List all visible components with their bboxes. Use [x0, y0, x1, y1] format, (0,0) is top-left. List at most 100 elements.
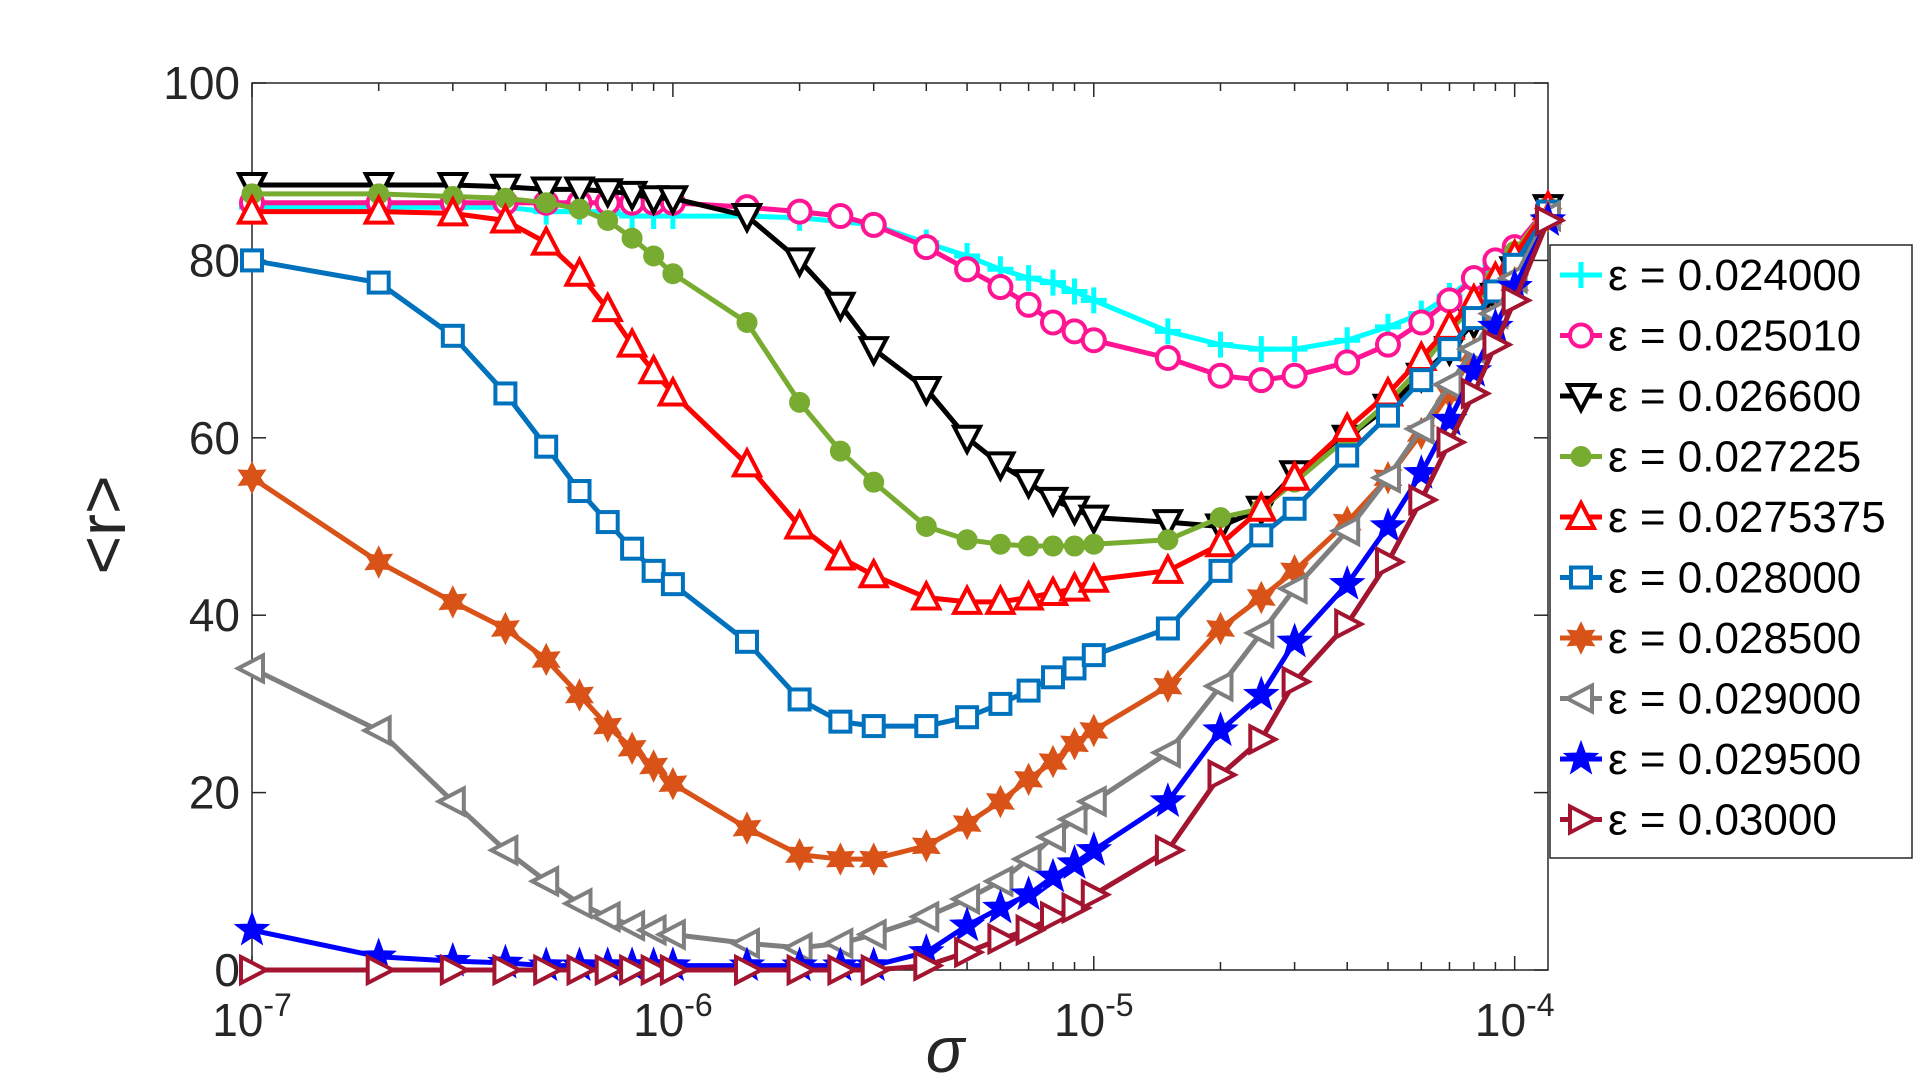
data-point — [1282, 496, 1307, 521]
data-point — [1276, 572, 1308, 605]
data-point — [1374, 331, 1401, 358]
data-point — [950, 424, 984, 457]
data-point — [434, 785, 466, 818]
data-point — [1153, 669, 1183, 703]
legend-entry: ε = 0.0275375 — [1560, 493, 1886, 542]
data-point — [1018, 535, 1040, 557]
data-point — [1431, 368, 1463, 401]
y-tick-label: 40 — [189, 589, 240, 641]
x-axis-label: σ — [926, 1014, 967, 1083]
data-point — [615, 180, 649, 213]
legend-entry: ε = 0.03000 — [1560, 796, 1837, 845]
data-point — [786, 198, 813, 225]
data-point — [915, 516, 937, 537]
y-tick-label: 80 — [189, 234, 240, 286]
data-point — [914, 714, 939, 739]
data-point — [1207, 758, 1239, 792]
data-point — [1080, 327, 1107, 354]
data-point — [656, 185, 690, 217]
legend-label: ε = 0.028500 — [1608, 614, 1861, 663]
data-point — [1248, 336, 1275, 363]
data-point — [640, 953, 672, 987]
data-point — [529, 224, 563, 256]
data-point — [589, 900, 621, 934]
series-layer — [233, 172, 1567, 987]
legend: ε = 0.024000 ε = 0.025010 ε = 0.026600 ε = … — [1549, 244, 1913, 859]
data-point — [783, 508, 816, 540]
data-point — [857, 556, 891, 589]
data-point — [436, 195, 470, 227]
data-point — [569, 198, 591, 220]
data-point — [233, 652, 265, 685]
data-point — [1278, 459, 1311, 491]
data-point — [1075, 831, 1113, 866]
data-point — [365, 953, 398, 987]
data-point — [824, 539, 857, 571]
data-point — [1402, 412, 1435, 446]
data-point — [1079, 713, 1109, 748]
data-point — [1064, 535, 1086, 557]
data-point — [827, 203, 854, 230]
data-point — [1281, 665, 1313, 699]
data-point — [855, 918, 887, 951]
data-point — [656, 375, 690, 407]
data-point — [637, 185, 670, 217]
data-point — [565, 678, 594, 712]
data-point — [1328, 514, 1361, 548]
data-point — [438, 585, 468, 619]
data-point — [1012, 579, 1045, 611]
data-point — [233, 910, 271, 946]
data-point — [1083, 533, 1105, 555]
data-point — [984, 583, 1017, 615]
data-point — [825, 842, 855, 876]
data-point — [1080, 287, 1107, 314]
y-tick-label: 60 — [189, 412, 240, 464]
data-point — [954, 256, 981, 283]
data-point — [948, 906, 986, 942]
data-point — [1061, 278, 1088, 305]
data-point — [1014, 762, 1044, 796]
data-point — [1328, 565, 1366, 600]
data-point — [985, 784, 1015, 819]
y-tick-label: 100 — [163, 57, 240, 109]
data-point — [907, 900, 940, 934]
data-point — [563, 176, 596, 208]
data-point — [1080, 878, 1113, 911]
data-point — [1155, 616, 1180, 641]
data-point — [591, 290, 624, 323]
data-point — [1015, 265, 1042, 292]
data-point — [1501, 284, 1534, 317]
data-point — [859, 842, 889, 876]
data-point — [529, 176, 563, 208]
data-point — [785, 838, 815, 872]
data-point — [619, 953, 651, 987]
data-point — [1039, 309, 1066, 336]
series-2 — [239, 189, 1561, 394]
data-point — [1461, 306, 1486, 331]
data-point — [654, 918, 686, 951]
data-point — [1334, 349, 1361, 376]
legend-label: ε = 0.025010 — [1608, 312, 1861, 361]
y-axis: 0 20 40 60 80 100 — [163, 57, 1548, 996]
data-point — [1202, 669, 1234, 703]
x-tick-label: 10-6 — [633, 987, 713, 1046]
data-point — [1154, 344, 1181, 371]
y-tick-label: 20 — [189, 767, 240, 819]
data-point — [913, 949, 945, 982]
data-point — [786, 953, 818, 987]
legend-label: ε = 0.029000 — [1608, 675, 1861, 724]
data-point — [533, 953, 565, 987]
legend-label: ε = 0.029500 — [1608, 735, 1861, 784]
data-point — [982, 888, 1019, 924]
data-point — [593, 709, 623, 743]
data-point — [534, 434, 559, 459]
data-point — [909, 579, 943, 611]
data-point — [493, 381, 518, 406]
data-point — [1061, 891, 1093, 925]
data-point — [822, 927, 854, 960]
data-point — [617, 731, 647, 765]
data-point — [1281, 336, 1308, 363]
data-point — [1062, 656, 1087, 681]
data-point — [1010, 842, 1042, 876]
